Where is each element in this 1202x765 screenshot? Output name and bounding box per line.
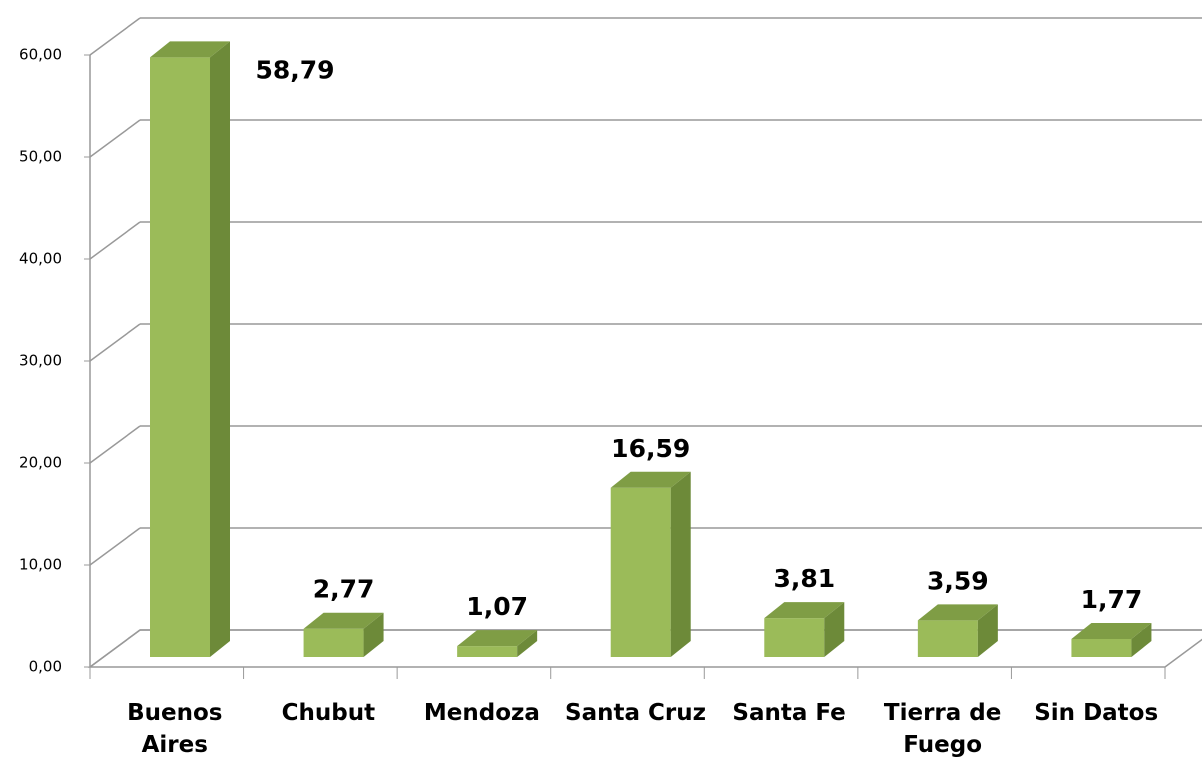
bar-top — [150, 41, 230, 58]
y-tick-label: 60,00 — [19, 46, 62, 64]
value-label: 16,59 — [611, 434, 690, 463]
bar — [917, 604, 998, 657]
x-tick-label: Santa Fe — [732, 700, 846, 726]
x-tick-label: Buenos Aires — [127, 700, 223, 758]
bar-top — [764, 602, 845, 619]
bar — [610, 471, 691, 657]
grid-line — [89, 221, 141, 260]
bar-top — [917, 604, 998, 621]
bar-side — [210, 41, 230, 658]
y-tick-label: 30,00 — [19, 352, 62, 370]
bar-front — [1071, 638, 1132, 657]
x-tick-label: Chubut — [281, 700, 376, 726]
bar-side — [977, 604, 998, 657]
bar — [457, 630, 538, 657]
bar-front — [457, 646, 518, 657]
x-tick-label: Mendoza — [423, 700, 540, 726]
value-label: 1,07 — [466, 592, 528, 621]
grid-line — [89, 629, 141, 668]
bar — [764, 602, 845, 657]
bar-top — [610, 471, 691, 488]
bar-side — [1131, 622, 1152, 657]
value-label: 3,59 — [927, 566, 989, 595]
bar-top — [457, 630, 538, 647]
bar-front — [150, 57, 210, 658]
value-label: 2,77 — [313, 575, 375, 604]
bar-front — [917, 620, 978, 657]
y-tick-label: 40,00 — [19, 250, 62, 268]
value-label: 3,81 — [773, 564, 835, 593]
x-tick-label: Santa Cruz — [565, 700, 706, 726]
bar-front — [303, 628, 364, 657]
bar-front — [610, 487, 671, 657]
value-label: 58,79 — [255, 55, 334, 84]
grid-line — [89, 323, 141, 362]
bar-side — [517, 630, 538, 657]
bar-side — [363, 612, 384, 657]
bar-top — [1071, 622, 1152, 639]
bar — [303, 612, 384, 657]
value-label: 1,77 — [1081, 585, 1143, 614]
bar-top — [303, 612, 384, 629]
y-tick-label: 20,00 — [19, 454, 62, 472]
bar-side — [824, 602, 845, 657]
grid-line — [89, 527, 141, 566]
bar-side — [670, 471, 691, 657]
grid-line — [89, 119, 141, 158]
y-tick-label: 0,00 — [29, 658, 62, 676]
bar — [1071, 622, 1152, 657]
grid-line — [89, 425, 141, 464]
bar — [150, 41, 230, 658]
x-tick-label: Tierra de Fuego — [883, 700, 1002, 758]
grid-line — [89, 17, 141, 56]
bar-front — [764, 618, 825, 657]
y-tick-label: 50,00 — [19, 148, 62, 166]
x-tick-label: Sin Datos — [1034, 700, 1159, 726]
y-tick-label: 10,00 — [19, 556, 62, 574]
